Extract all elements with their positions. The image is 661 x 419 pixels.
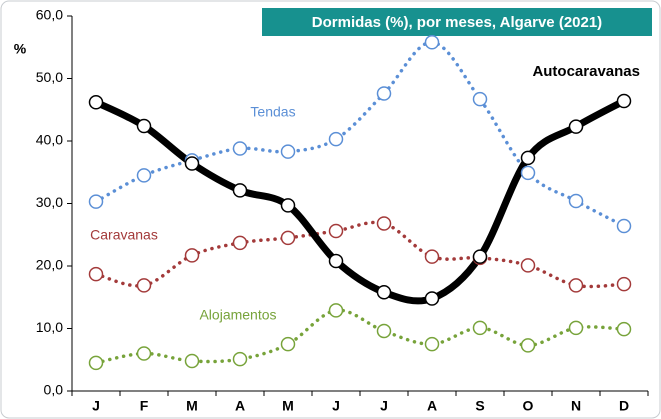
point	[520, 338, 536, 353]
point	[232, 183, 248, 198]
x-tick-label: M	[282, 398, 294, 414]
point	[88, 355, 104, 371]
point	[568, 193, 584, 209]
point	[184, 353, 200, 369]
point	[232, 235, 248, 251]
point	[280, 144, 296, 159]
point	[184, 248, 200, 263]
point	[520, 165, 536, 181]
series-label: Caravanas	[90, 227, 158, 243]
point	[472, 91, 488, 107]
point	[376, 323, 392, 339]
point	[376, 216, 392, 231]
chart-title: Dormidas (%), por meses, Algarve (2021)	[312, 14, 602, 31]
point	[520, 258, 536, 273]
point	[280, 230, 296, 246]
point	[616, 276, 632, 292]
series-label: Alojamentos	[199, 307, 276, 323]
x-tick-label: A	[427, 398, 437, 414]
point	[232, 351, 248, 367]
x-tick-label: J	[92, 398, 100, 414]
y-tick-label: 10,0	[36, 319, 63, 335]
point	[88, 266, 104, 282]
x-tick-label: N	[571, 398, 581, 414]
point	[616, 321, 632, 337]
point	[328, 131, 344, 147]
title-box	[262, 8, 652, 36]
x-tick-label: J	[380, 398, 388, 414]
point	[616, 218, 632, 234]
series-label: Autocaravanas	[532, 63, 640, 80]
point	[376, 86, 392, 101]
point	[424, 336, 440, 352]
point	[328, 303, 344, 318]
point	[136, 346, 152, 361]
y-tick-label: 40,0	[36, 132, 63, 148]
y-tick-label: 60,0	[36, 7, 63, 23]
x-tick-label: O	[523, 398, 534, 414]
x-tick-label: J	[332, 398, 340, 414]
series-label: Tendas	[250, 104, 295, 120]
point	[232, 141, 248, 156]
point	[568, 320, 584, 336]
y-tick-label: 0,0	[44, 382, 64, 398]
point	[520, 150, 536, 166]
y-tick-label: 20,0	[36, 257, 63, 273]
x-tick-label: F	[140, 398, 149, 414]
point	[328, 253, 344, 269]
point	[616, 93, 632, 109]
point	[184, 156, 200, 171]
x-tick-label: D	[619, 398, 629, 414]
point	[136, 118, 152, 134]
point	[280, 198, 296, 213]
y-axis-label: %	[14, 41, 27, 57]
point	[472, 320, 488, 336]
point	[328, 223, 344, 239]
point	[424, 249, 440, 264]
point	[472, 249, 488, 264]
point	[424, 291, 440, 306]
point	[136, 168, 152, 183]
y-tick-label: 50,0	[36, 69, 63, 85]
point	[280, 336, 296, 352]
x-tick-label: M	[186, 398, 198, 414]
point	[136, 278, 152, 293]
point	[88, 95, 104, 110]
point	[424, 35, 440, 50]
point	[376, 285, 392, 300]
point	[568, 278, 584, 293]
x-tick-label: A	[235, 398, 245, 414]
x-tick-label: S	[475, 398, 484, 414]
point	[88, 194, 104, 209]
point	[568, 119, 584, 134]
y-tick-label: 30,0	[36, 194, 63, 210]
